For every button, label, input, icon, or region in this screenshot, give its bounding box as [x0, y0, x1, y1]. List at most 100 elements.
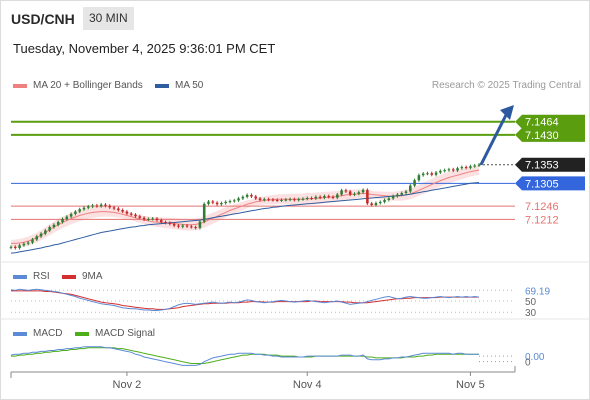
candle: [9, 246, 13, 248]
macd-line: [10, 346, 479, 366]
forecast-arrow-line: [479, 114, 508, 166]
ma20-swatch: [13, 83, 27, 88]
level-label-7.1246: 7.1246: [525, 201, 559, 213]
candle: [340, 190, 343, 195]
candle: [361, 189, 365, 193]
x-tick-label-nov-4: Nov 4: [293, 379, 322, 391]
candle: [447, 169, 451, 171]
candle: [142, 217, 146, 220]
candle: [404, 191, 408, 193]
macd-swatch: [13, 331, 27, 336]
macd-level-label-0.00: 0.00: [525, 352, 545, 363]
rsi-swatch: [13, 274, 27, 279]
candle: [44, 230, 47, 234]
candle: [215, 202, 219, 205]
candle: [129, 213, 133, 215]
candle: [194, 227, 197, 229]
legend-rsi-label: RSI: [33, 271, 50, 282]
candle: [155, 218, 159, 221]
candle: [61, 218, 64, 223]
candle: [391, 196, 395, 199]
candle: [460, 167, 464, 169]
candle: [198, 221, 202, 228]
candle: [318, 196, 322, 198]
candle: [99, 204, 103, 207]
legend-macd: MACD: [13, 328, 62, 339]
candle: [258, 198, 262, 200]
macd-signal-line: [11, 347, 479, 364]
candle: [202, 203, 206, 222]
candle: [443, 170, 446, 172]
candle: [310, 198, 313, 200]
macd-level-label-0: 0: [525, 358, 531, 369]
rsi-line: [10, 288, 480, 311]
candle: [473, 165, 476, 167]
candle: [237, 198, 240, 201]
candle: [280, 199, 283, 201]
candle: [387, 198, 391, 200]
candle: [297, 199, 300, 201]
candle: [348, 191, 352, 195]
candle: [220, 203, 223, 205]
candle: [125, 211, 129, 214]
legend-rsi: RSI: [13, 271, 50, 282]
candle: [275, 199, 279, 201]
candle: [164, 222, 167, 224]
forecast-arrow-head: [500, 105, 514, 120]
candle: [293, 199, 296, 201]
x-tick-label-nov-5: Nov 5: [456, 379, 485, 391]
level-label-7.1464: 7.1464: [525, 117, 559, 129]
macd-signal-swatch: [75, 331, 89, 336]
candle: [456, 168, 459, 171]
candle: [357, 192, 361, 194]
candle: [78, 209, 81, 212]
level-tag-7.1430: [515, 127, 585, 142]
candle: [82, 207, 86, 210]
candle: [26, 242, 30, 244]
rsi-level-label-50: 50: [525, 297, 537, 308]
candle: [241, 196, 245, 199]
candle: [288, 199, 292, 201]
candle: [267, 199, 270, 201]
candle: [91, 205, 94, 207]
candle: [39, 233, 43, 237]
candle: [181, 225, 185, 227]
candle: [271, 199, 275, 201]
candle: [74, 211, 77, 214]
ma50-swatch: [155, 83, 169, 88]
level-tag-7.1353: [515, 157, 585, 172]
candle: [366, 189, 369, 204]
candle: [430, 173, 434, 175]
legend-ma50-label: MA 50: [175, 80, 204, 91]
candle: [65, 216, 69, 219]
legend-ma20: MA 20 + Bollinger Bands: [13, 80, 143, 91]
candle: [305, 198, 309, 200]
candle: [172, 224, 176, 226]
candle: [344, 190, 348, 192]
candle: [331, 196, 335, 198]
candle: [232, 200, 236, 202]
candle: [374, 203, 378, 206]
candle: [378, 201, 382, 204]
candle: [353, 193, 356, 195]
candle: [439, 170, 442, 173]
timestamp: Tuesday, November 4, 2025 9:36:01 PM CET: [13, 41, 276, 56]
ma50-line: [10, 182, 480, 254]
candle: [48, 227, 51, 231]
level-label-7.1353: 7.1353: [525, 160, 559, 172]
candle: [284, 199, 288, 201]
candle: [464, 167, 468, 169]
candle: [31, 239, 34, 243]
candle: [159, 220, 163, 223]
candle: [263, 199, 266, 201]
candle: [250, 194, 253, 197]
interval-badge[interactable]: 30 MIN: [83, 7, 134, 30]
level-label-7.1430: 7.1430: [525, 130, 559, 142]
credit-text: Research © 2025 Trading Central: [431, 80, 581, 91]
candle: [421, 173, 425, 176]
rsi-ma-swatch: [62, 274, 76, 279]
level-tag-7.1305: [515, 176, 585, 191]
level-label-7.1212: 7.1212: [525, 214, 559, 226]
candle: [121, 210, 124, 212]
